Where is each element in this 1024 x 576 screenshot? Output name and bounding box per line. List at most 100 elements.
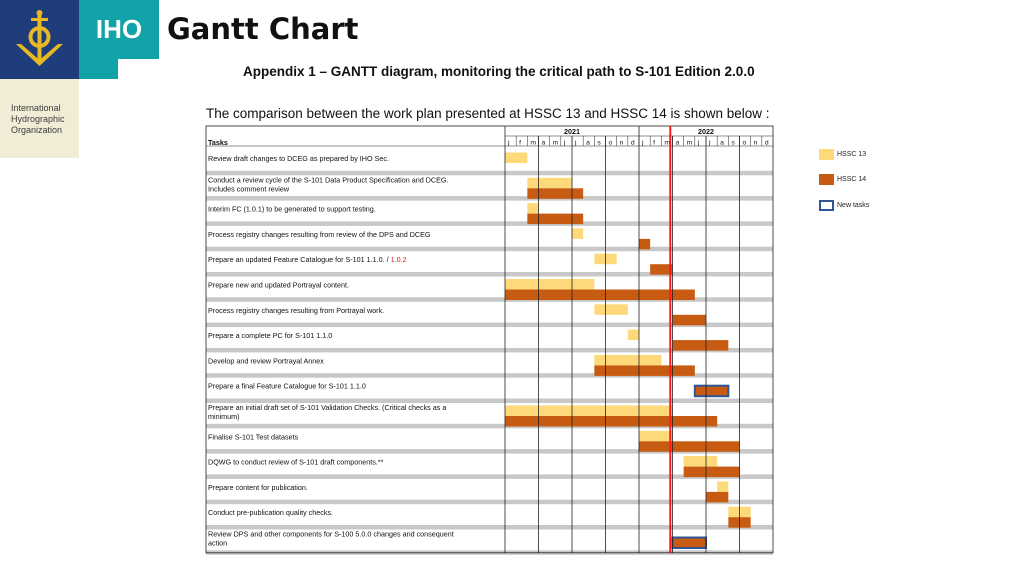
bar-hssc14 bbox=[650, 264, 673, 275]
org-line: Organization bbox=[11, 125, 63, 135]
teal-strip bbox=[79, 59, 118, 79]
task-label: Prepare content for publication. bbox=[208, 483, 308, 492]
month-label: d bbox=[631, 140, 635, 147]
row-separator bbox=[206, 347, 773, 353]
bar-hssc14 bbox=[505, 289, 695, 300]
bar-hssc14 bbox=[672, 340, 729, 351]
month-label: s bbox=[731, 140, 735, 147]
tasks-header: Tasks bbox=[208, 138, 228, 147]
task-label: Process registry changes resulting from … bbox=[208, 306, 384, 315]
row-separator bbox=[206, 221, 773, 226]
iho-logo-text: IHO bbox=[79, 0, 159, 59]
legend-label: HSSC 13 bbox=[837, 150, 867, 158]
bar-hssc14 bbox=[639, 441, 740, 452]
legend-label: HSSC 14 bbox=[837, 175, 867, 183]
row-separator bbox=[206, 423, 773, 429]
bar-hssc13 bbox=[527, 177, 572, 189]
org-line: Hydrographic bbox=[11, 114, 65, 124]
bar-new-task bbox=[693, 384, 730, 398]
month-label: j bbox=[697, 140, 700, 147]
task-label: Interim FC (1.0.1) to be generated to su… bbox=[208, 205, 376, 214]
row-separator bbox=[206, 499, 773, 505]
row-separator bbox=[206, 398, 773, 403]
bar-hssc14 bbox=[527, 188, 584, 199]
row-separator bbox=[206, 196, 773, 201]
month-label: m bbox=[687, 140, 693, 147]
task-label: Review draft changes to DCEG as prepared… bbox=[208, 154, 389, 163]
row-separator bbox=[206, 322, 773, 328]
legend-hssc14: HSSC 14 bbox=[819, 173, 866, 185]
month-label: a bbox=[676, 140, 680, 147]
task-label: Prepare a final Feature Catalogue for S-… bbox=[208, 382, 366, 391]
legend-swatch-hssc14 bbox=[819, 173, 834, 185]
bar-hssc13 bbox=[717, 481, 729, 492]
bar-hssc14 bbox=[527, 213, 584, 225]
task-label: Finalise S-101 Test datasets bbox=[208, 432, 299, 441]
month-label: n bbox=[754, 140, 758, 147]
row-separator bbox=[206, 272, 773, 277]
org-line: International bbox=[11, 103, 61, 113]
task-label: Prepare an initial draft set of S-101 Va… bbox=[208, 403, 446, 412]
task-label: minimum) bbox=[208, 412, 240, 421]
task-label: Develop and review Portrayal Annex bbox=[208, 356, 324, 365]
task-label: Conduct pre-publication quality checks. bbox=[208, 508, 333, 517]
chart-title: Appendix 1 – GANTT diagram, monitoring t… bbox=[243, 64, 755, 79]
legend-swatch-hssc13 bbox=[819, 148, 834, 160]
month-label: a bbox=[720, 140, 724, 147]
row-separator bbox=[206, 474, 773, 479]
bar-hssc14 bbox=[706, 491, 729, 503]
legend-new-tasks: New tasks bbox=[819, 199, 869, 211]
bar-hssc13 bbox=[594, 354, 662, 366]
bar-hssc13 bbox=[627, 329, 639, 341]
bar-hssc13 bbox=[639, 430, 673, 442]
row-separator bbox=[206, 170, 773, 176]
bar-hssc14 bbox=[672, 314, 706, 326]
month-label: m bbox=[530, 140, 536, 147]
anchor-emblem-icon bbox=[16, 10, 63, 66]
bar-hssc14 bbox=[505, 416, 718, 427]
task-label: Prepare an updated Feature Catalogue for… bbox=[208, 255, 407, 264]
month-label: j bbox=[641, 140, 644, 147]
month-label: n bbox=[620, 140, 624, 147]
bar-hssc13 bbox=[683, 456, 718, 467]
chart-subtitle: The comparison between the work plan pre… bbox=[206, 106, 770, 121]
task-label-highlight: 1.0.2 bbox=[391, 255, 407, 264]
bar-hssc13 bbox=[527, 203, 539, 214]
bar-hssc14 bbox=[639, 238, 651, 250]
task-label: Prepare new and updated Portrayal conten… bbox=[208, 281, 349, 290]
bar-hssc13 bbox=[594, 304, 628, 315]
bar-hssc13 bbox=[505, 279, 595, 290]
bar-new-task bbox=[671, 536, 707, 549]
row-separator bbox=[206, 297, 773, 302]
bar-hssc13 bbox=[505, 152, 528, 163]
month-label: m bbox=[553, 140, 559, 147]
task-label: Process registry changes resulting from … bbox=[208, 230, 431, 239]
organization-name: International Hydrographic Organization bbox=[0, 79, 79, 158]
month-label: a bbox=[586, 140, 590, 147]
legend-label: New tasks bbox=[837, 201, 870, 209]
row-separator bbox=[206, 246, 773, 252]
month-label: m bbox=[664, 140, 670, 147]
page-title: Gantt Chart bbox=[167, 12, 359, 46]
month-label: a bbox=[542, 140, 546, 147]
row-separator bbox=[206, 525, 773, 530]
bar-hssc14 bbox=[683, 466, 740, 478]
task-label: DQWG to conduct review of S-101 draft co… bbox=[208, 458, 384, 467]
year-label: 2022 bbox=[698, 127, 714, 136]
year-label: 2021 bbox=[564, 127, 580, 136]
task-label: Conduct a review cycle of the S-101 Data… bbox=[208, 175, 449, 184]
legend-hssc13: HSSC 13 bbox=[819, 148, 866, 160]
task-label: Review DPS and other components for S-10… bbox=[208, 530, 454, 539]
row-separator bbox=[206, 449, 773, 454]
task-label: Includes comment review bbox=[208, 184, 290, 193]
legend-swatch-new-tasks bbox=[819, 199, 834, 211]
task-label: Prepare a complete PC for S-101 1.1.0 bbox=[208, 331, 332, 340]
month-label: j bbox=[507, 140, 510, 147]
month-label: d bbox=[765, 140, 769, 147]
month-label: f bbox=[653, 140, 655, 147]
month-label: o bbox=[743, 140, 747, 147]
task-label: action bbox=[208, 539, 227, 548]
bar-hssc13 bbox=[505, 405, 673, 416]
month-label: j bbox=[574, 140, 577, 147]
